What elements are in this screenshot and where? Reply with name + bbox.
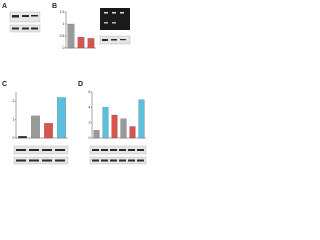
blot-a: [9, 11, 41, 33]
y-tick-label: 0: [89, 136, 91, 140]
bar: [111, 114, 118, 139]
bar: [67, 23, 75, 49]
y-tick-label: 1: [13, 118, 15, 122]
panel-letter: B: [52, 3, 57, 10]
y-tick-label: 6: [89, 90, 91, 94]
y-tick-label: 0.5: [60, 34, 65, 38]
blot-d: [89, 145, 147, 165]
bar: [93, 130, 100, 139]
bar: [138, 99, 145, 139]
blot-b: [99, 8, 131, 45]
panel-letter: C: [2, 81, 7, 88]
y-tick-label: 0: [63, 46, 65, 50]
y-tick-label: 1.5: [60, 10, 65, 14]
y-tick-label: 4: [89, 105, 91, 109]
bar: [102, 107, 109, 139]
panel-letter: A: [2, 3, 7, 10]
y-tick-label: 0: [13, 136, 15, 140]
bar: [18, 136, 27, 139]
bar: [77, 37, 85, 49]
y-tick-label: 1: [63, 22, 65, 26]
bar: [129, 126, 136, 139]
figure: A B C D 0 0.5 1 1.5 0 1 2 0 2 4 6: [2, 3, 147, 165]
panel-letter: D: [78, 81, 83, 88]
bar: [120, 118, 127, 139]
bar: [87, 38, 95, 49]
bar: [44, 123, 53, 139]
y-tick-label: 2: [13, 99, 15, 103]
blot-c: [13, 145, 69, 165]
y-tick-label: 2: [89, 121, 91, 125]
bar: [31, 115, 40, 139]
bar: [57, 97, 66, 139]
